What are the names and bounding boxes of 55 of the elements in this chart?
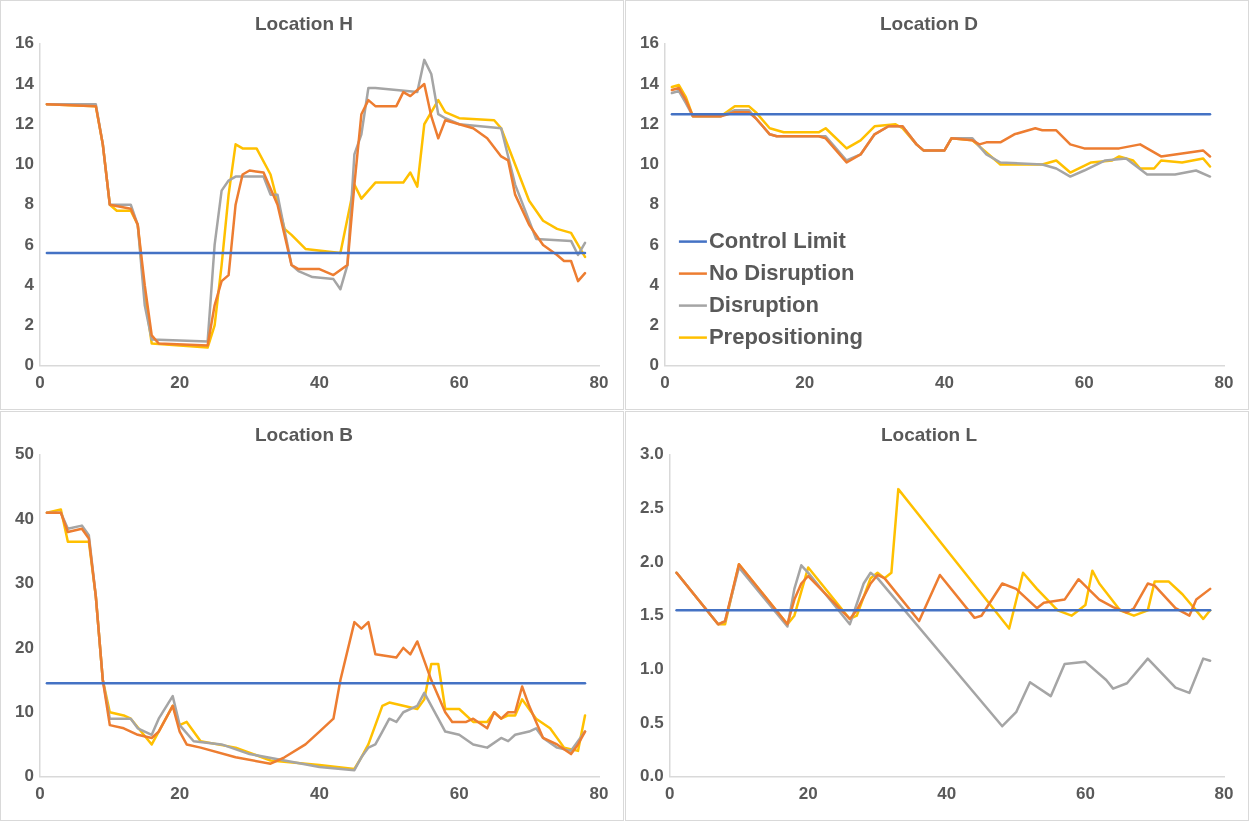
y-tick-label: 4 xyxy=(649,274,660,294)
chart-title: Location L xyxy=(880,423,978,445)
y-tick-label: 8 xyxy=(649,194,659,214)
x-tick-label: 80 xyxy=(589,784,609,804)
y-tick-label: 20 xyxy=(14,637,34,657)
y-tick-label: 10 xyxy=(14,154,34,174)
x-tick-label: 60 xyxy=(449,373,469,393)
y-tick-label: 50 xyxy=(14,444,34,464)
y-tick-label: 2.5 xyxy=(639,498,664,518)
legend-label: Control Limit xyxy=(708,227,847,253)
y-tick-label: 0 xyxy=(649,355,659,375)
y-tick-label: 0 xyxy=(24,355,34,375)
y-tick-label: 0.5 xyxy=(639,712,664,732)
x-tick-label: 60 xyxy=(1075,784,1095,804)
y-tick-label: 14 xyxy=(639,73,660,93)
y-tick-label: 8 xyxy=(24,194,34,214)
y-tick-label: 16 xyxy=(639,33,659,53)
x-tick-label: 60 xyxy=(449,784,469,804)
y-tick-label: 14 xyxy=(14,73,35,93)
chart-title: Location B xyxy=(254,423,354,445)
legend-label: Disruption xyxy=(708,291,819,317)
y-tick-label: 16 xyxy=(14,33,34,53)
y-tick-label: 2 xyxy=(649,315,659,335)
y-tick-label: 1.0 xyxy=(639,659,664,679)
chart-title: Location H xyxy=(254,12,354,34)
legend-label: No Disruption xyxy=(708,259,855,285)
y-tick-label: 6 xyxy=(24,234,34,254)
x-tick-label: 20 xyxy=(798,784,818,804)
y-tick-label: 12 xyxy=(14,113,34,133)
x-tick-label: 40 xyxy=(309,784,329,804)
y-tick-label: 0.0 xyxy=(639,766,664,786)
x-tick-label: 40 xyxy=(934,373,954,393)
y-tick-label: 6 xyxy=(649,234,659,254)
legend-label: Prepositioning xyxy=(708,323,863,349)
y-tick-label: 2 xyxy=(24,315,34,335)
y-tick-label: 30 xyxy=(14,573,34,593)
x-tick-label: 20 xyxy=(795,373,815,393)
x-tick-label: 20 xyxy=(170,784,190,804)
x-tick-label: 80 xyxy=(1214,784,1234,804)
y-tick-label: 10 xyxy=(639,154,659,174)
y-tick-label: 1.5 xyxy=(639,605,664,625)
x-tick-label: 40 xyxy=(937,784,957,804)
y-tick-label: 2.0 xyxy=(639,551,664,571)
y-tick-label: 12 xyxy=(639,113,659,133)
x-tick-label: 20 xyxy=(170,373,190,393)
y-tick-label: 10 xyxy=(14,701,34,721)
x-tick-label: 40 xyxy=(309,373,329,393)
y-tick-label: 4 xyxy=(24,274,35,294)
x-tick-label: 80 xyxy=(589,373,609,393)
x-tick-label: 60 xyxy=(1074,373,1094,393)
y-tick-label: 3.0 xyxy=(639,444,664,464)
x-tick-label: 80 xyxy=(1214,373,1234,393)
y-tick-label: 0 xyxy=(24,766,34,786)
chart-title: Location D xyxy=(879,12,979,34)
y-tick-label: 40 xyxy=(14,508,34,528)
